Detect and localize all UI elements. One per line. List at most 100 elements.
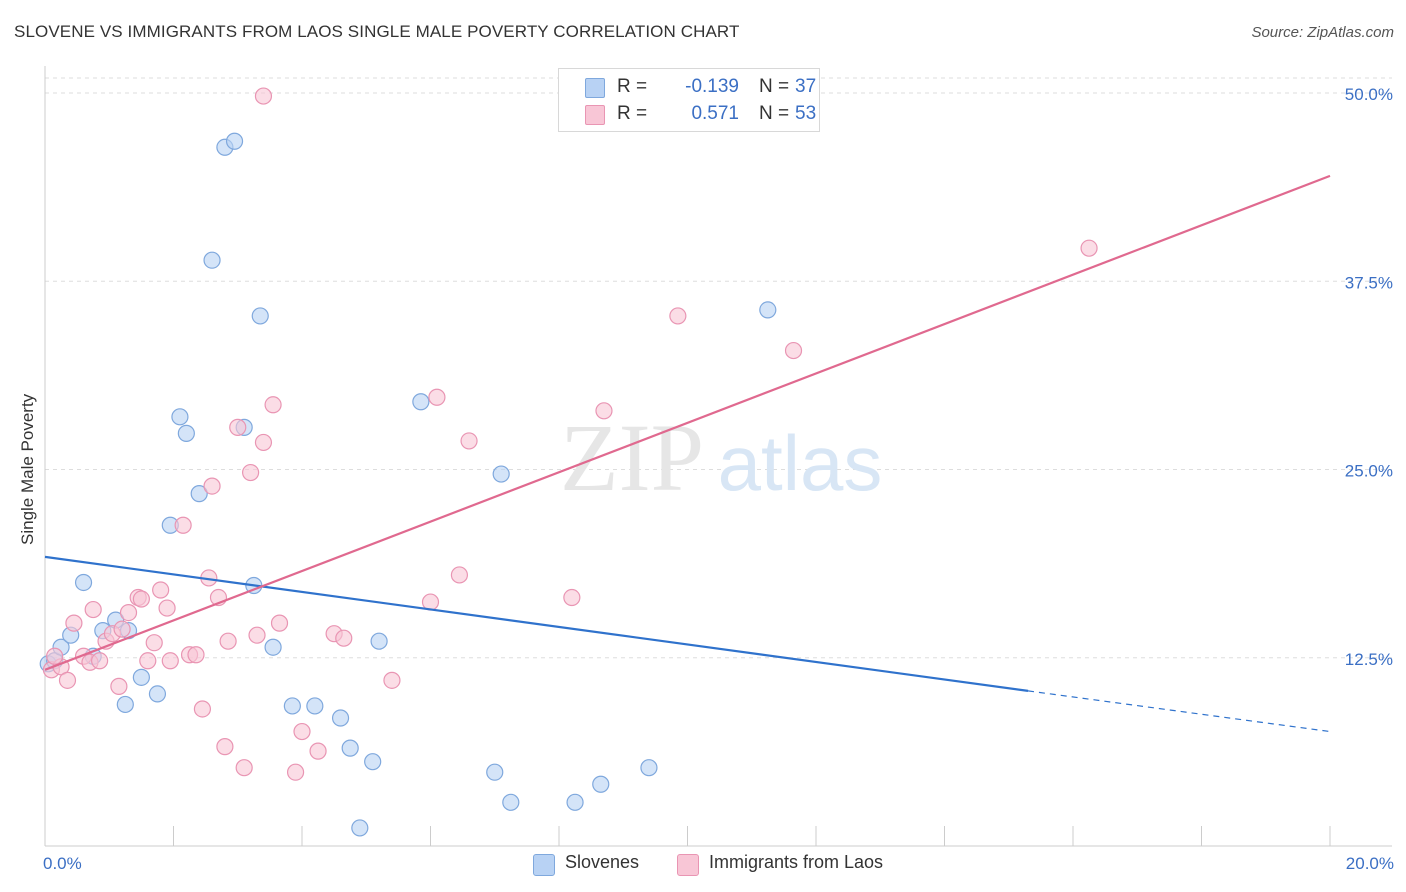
slovene-point xyxy=(203,251,221,269)
slovene-point xyxy=(492,465,510,483)
y-tick-label: 37.5% xyxy=(1345,273,1393,292)
slovene-point xyxy=(306,697,324,715)
laos-point xyxy=(595,402,613,420)
legend-r-value: -0.139 xyxy=(685,76,739,97)
laos-point xyxy=(46,647,64,665)
laos-point xyxy=(460,432,478,450)
slovene-point xyxy=(283,697,301,715)
trend-lines xyxy=(44,174,1331,733)
laos-point xyxy=(65,614,83,632)
laos-point xyxy=(309,742,327,760)
laos-point xyxy=(450,566,469,584)
laos-trend-line xyxy=(44,174,1331,671)
laos-point xyxy=(145,634,163,652)
laos-point xyxy=(91,652,109,670)
slovene-point xyxy=(364,753,382,771)
legend-n-label: N = xyxy=(759,103,790,124)
laos-point xyxy=(219,632,237,650)
laos-point xyxy=(563,588,581,607)
laos-point xyxy=(139,652,157,670)
slovene-point xyxy=(351,819,369,837)
laos-point xyxy=(216,738,234,756)
slovene-point xyxy=(74,573,93,592)
slovene-point xyxy=(148,685,167,703)
slovene-point xyxy=(264,638,282,656)
x-tick-label: 0.0% xyxy=(43,854,82,873)
laos-point xyxy=(335,629,353,647)
laos-point xyxy=(270,614,289,632)
laos-point xyxy=(174,516,192,534)
bottom-legend-swatch-slovenes xyxy=(533,854,555,876)
legend-n-label: N = xyxy=(759,76,790,97)
laos-point xyxy=(119,603,138,622)
legend-n-value: 37 xyxy=(795,76,817,97)
laos-point xyxy=(152,581,170,599)
laos-point xyxy=(1080,239,1098,257)
slovene-point xyxy=(592,775,610,793)
bottom-legend-swatch-laos xyxy=(677,854,699,876)
laos-point xyxy=(784,341,803,360)
laos-point xyxy=(293,722,311,741)
laos-point xyxy=(193,700,212,718)
bottom-legend-label-slovenes: Slovenes xyxy=(565,852,640,872)
laos-point xyxy=(428,388,446,406)
laos-point xyxy=(229,418,247,436)
slovene-trend-line xyxy=(44,555,1029,692)
laos-point xyxy=(84,600,102,619)
y-tick-label: 50.0% xyxy=(1345,85,1393,104)
laos-point xyxy=(242,463,260,482)
legend-r-label: R = xyxy=(617,103,648,124)
slovene-point xyxy=(341,739,359,757)
slovene-point xyxy=(502,793,520,811)
slovene-point xyxy=(640,759,658,777)
slovene-trend-extension xyxy=(1027,690,1331,733)
legend-swatch-laos xyxy=(585,105,605,125)
legend-r-value: 0.571 xyxy=(691,103,739,124)
laos-point xyxy=(264,396,282,414)
slovene-point xyxy=(177,424,195,442)
slovene-point xyxy=(116,695,134,714)
y-tick-label: 12.5% xyxy=(1345,650,1393,669)
bottom-legend-label-laos: Immigrants from Laos xyxy=(709,852,884,872)
grid-lines xyxy=(45,77,1392,659)
laos-point xyxy=(161,652,179,670)
y-tick-label: 25.0% xyxy=(1345,462,1393,481)
laos-point xyxy=(132,590,150,608)
laos-point xyxy=(254,433,273,452)
chart-title: SLOVENE VS IMMIGRANTS FROM LAOS SINGLE M… xyxy=(14,22,740,41)
correlation-legend: R = -0.139 N = 37 R = 0.571 N = 53 xyxy=(558,68,820,132)
laos-point xyxy=(187,646,205,664)
laos-point xyxy=(58,671,77,689)
laos-point xyxy=(248,626,266,644)
slovene-point xyxy=(412,393,430,411)
laos-point xyxy=(254,87,273,105)
slovene-point xyxy=(370,632,388,650)
slovene-point xyxy=(190,485,208,503)
slovene-point xyxy=(331,709,350,727)
laos-point xyxy=(286,763,305,781)
laos-point xyxy=(113,620,131,638)
slovene-point xyxy=(486,763,504,781)
watermark-atlas: atlas xyxy=(718,419,883,507)
tick-labels: 12.5% 25.0% 37.5% 50.0% 0.0% 20.0% xyxy=(43,85,1394,873)
laos-point xyxy=(158,599,176,617)
laos-point xyxy=(383,671,401,689)
axes xyxy=(44,66,1392,847)
legend-r-label: R = xyxy=(617,76,648,97)
legend-n-value: 53 xyxy=(795,103,817,124)
x-tick-label: 20.0% xyxy=(1346,854,1394,873)
slovene-point xyxy=(132,668,150,686)
slovene-point xyxy=(566,793,584,811)
laos-point xyxy=(110,677,128,695)
legend-swatch-slovenes xyxy=(585,78,605,98)
laos-point xyxy=(669,307,687,325)
watermark-zip: ZIP xyxy=(560,404,704,511)
laos-point xyxy=(203,477,221,495)
slovene-point xyxy=(251,307,269,325)
slovene-point xyxy=(171,408,189,426)
slovene-point xyxy=(759,301,777,319)
laos-point xyxy=(235,759,253,777)
slovene-point xyxy=(225,132,244,150)
source-credit: Source: ZipAtlas.com xyxy=(1251,24,1394,41)
